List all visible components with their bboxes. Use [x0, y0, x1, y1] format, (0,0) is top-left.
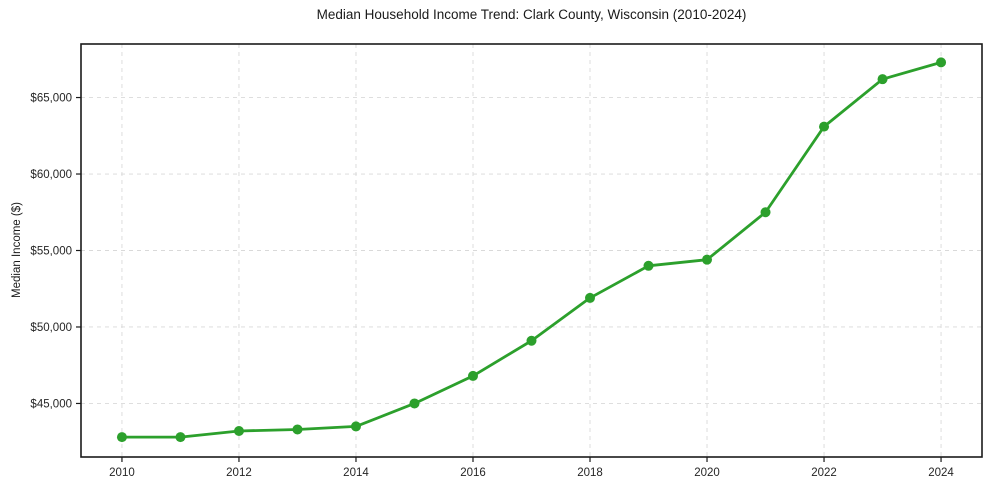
x-tick-label: 2020 [694, 467, 720, 479]
x-tick-label: 2012 [226, 467, 252, 479]
data-point [877, 74, 888, 85]
data-point [526, 335, 537, 346]
y-tick-label: $60,000 [30, 169, 72, 181]
x-tick-label: 2018 [577, 467, 603, 479]
trend-line [120, 60, 943, 439]
data-point [116, 432, 127, 443]
data-point [233, 425, 244, 436]
x-tick-label: 2014 [343, 467, 369, 479]
data-point [643, 260, 654, 271]
y-tick-label: $50,000 [30, 322, 72, 334]
data-point [175, 432, 186, 443]
data-point [350, 421, 361, 432]
data-point [819, 121, 830, 132]
chart-title: Median Household Income Trend: Clark Cou… [316, 7, 747, 22]
x-tick-label: 2010 [109, 467, 135, 479]
data-point [585, 292, 596, 303]
data-point [936, 57, 947, 68]
x-tick-label: 2022 [811, 467, 837, 479]
data-point [702, 254, 713, 265]
y-tick-label: $55,000 [30, 245, 72, 257]
data-point [467, 370, 478, 381]
data-point [760, 207, 771, 218]
x-tick-label: 2024 [928, 467, 954, 479]
y-tick-label: $45,000 [30, 398, 72, 410]
x-tick-label: 2016 [460, 467, 486, 479]
data-point [292, 424, 303, 435]
data-point [409, 398, 420, 409]
y-tick-label: $65,000 [30, 92, 72, 104]
